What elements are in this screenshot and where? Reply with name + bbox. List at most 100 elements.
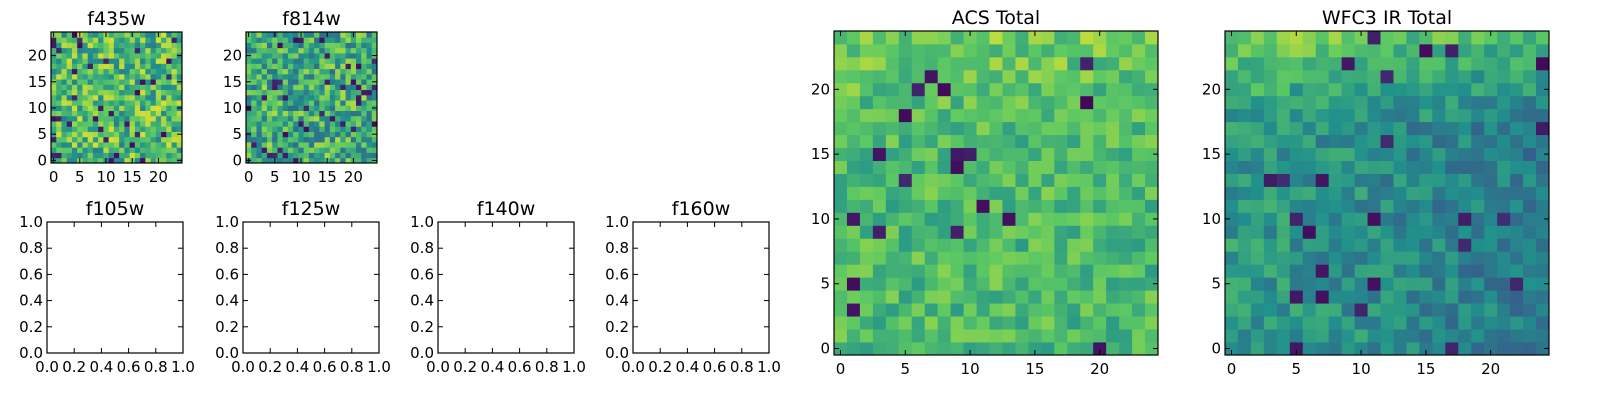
- heatmap-cell: [56, 89, 62, 96]
- heatmap-cell: [1080, 264, 1094, 278]
- heatmap-cell: [1067, 264, 1081, 278]
- heatmap-cell: [1315, 186, 1330, 200]
- heatmap-cell: [885, 316, 900, 330]
- heatmap-cell: [324, 136, 331, 143]
- heatmap-cell: [1393, 212, 1407, 226]
- heatmap-cell: [1432, 186, 1446, 200]
- heatmap-cell: [911, 108, 926, 123]
- heatmap-cell: [350, 68, 357, 75]
- heatmap-cell: [150, 63, 157, 70]
- heatmap-cell: [298, 73, 305, 80]
- heatmap-cell: [298, 94, 305, 101]
- heatmap-cell: [1406, 316, 1420, 330]
- heatmap-cell: [937, 212, 952, 226]
- heatmap-cell: [277, 32, 284, 38]
- heatmap-cell: [129, 68, 136, 75]
- heatmap-cell: [155, 131, 162, 138]
- heatmap-cell: [98, 94, 104, 101]
- heatmap-cell: [1276, 264, 1291, 278]
- heatmap-cell: [1002, 342, 1016, 356]
- heatmap-cell: [256, 100, 263, 106]
- heatmap-cell: [1471, 329, 1485, 343]
- heatmap-cell: [161, 105, 167, 111]
- heatmap-cell: [1302, 43, 1317, 58]
- heatmap-cell: [366, 84, 373, 91]
- heatmap-cell: [113, 63, 120, 70]
- heatmap-cell: [1328, 108, 1343, 123]
- heatmap-cell: [61, 89, 68, 96]
- heatmap-cell: [335, 142, 341, 148]
- heatmap-cell: [1093, 31, 1107, 45]
- heatmap-cell: [66, 121, 73, 127]
- y-tick-label: 0.4: [215, 292, 239, 310]
- heatmap-cell: [1367, 251, 1381, 265]
- heatmap-cell: [963, 212, 977, 226]
- heatmap-cell: [266, 52, 273, 59]
- heatmap-cell: [56, 121, 62, 127]
- heatmap-cell: [1484, 69, 1498, 84]
- heatmap-cell: [1276, 121, 1291, 136]
- heatmap-cell: [345, 100, 352, 106]
- heatmap-cell: [150, 105, 157, 111]
- heatmap-cell: [287, 42, 294, 49]
- heatmap-cell: [1289, 277, 1304, 291]
- heatmap-cell: [251, 157, 257, 164]
- heatmap-cell: [61, 68, 68, 75]
- heatmap-cell: [361, 131, 367, 138]
- y-tick-label: 0: [232, 151, 242, 169]
- heatmap-cell: [356, 121, 362, 127]
- heatmap-cell: [937, 290, 952, 304]
- heatmap-cell: [885, 108, 900, 123]
- heatmap-cell: [319, 58, 325, 64]
- heatmap-cell: [134, 147, 141, 153]
- heatmap-cell: [340, 131, 346, 138]
- heatmap-cell: [129, 152, 136, 159]
- heatmap-cell: [1471, 160, 1485, 174]
- heatmap-cell: [1328, 303, 1343, 317]
- heatmap-cell: [282, 68, 289, 75]
- heatmap-cell: [356, 47, 362, 54]
- heatmap-cell: [1445, 199, 1459, 213]
- heatmap-cell: [361, 79, 367, 85]
- heatmap-cell: [1406, 121, 1420, 136]
- heatmap-cell: [66, 37, 73, 43]
- heatmap-cell: [251, 136, 257, 143]
- heatmap-cell: [272, 121, 278, 127]
- heatmap-cell: [1132, 264, 1146, 278]
- heatmap-cell: [1419, 212, 1433, 226]
- heatmap-cell: [1536, 251, 1550, 265]
- heatmap-cell: [1054, 108, 1068, 123]
- axes-frame: [50, 31, 183, 164]
- heatmap-cell: [261, 89, 268, 96]
- heatmap-cell: [71, 37, 78, 43]
- heatmap-cell: [1523, 238, 1537, 252]
- heatmap-cell: [77, 136, 83, 143]
- heatmap-cell: [1289, 160, 1304, 174]
- heatmap-cell: [71, 32, 78, 38]
- heatmap-cell: [976, 95, 990, 110]
- heatmap-cell: [1002, 147, 1016, 161]
- heatmap-cell: [145, 157, 151, 164]
- heatmap-cell: [277, 84, 284, 91]
- axes-frame: [833, 30, 1159, 356]
- heatmap-cell: [287, 37, 294, 43]
- heatmap-cell: [911, 147, 926, 161]
- heatmap-cell: [335, 89, 341, 96]
- heatmap-cell: [371, 147, 378, 153]
- x-tick-label: 0.4: [675, 358, 699, 376]
- heatmap-cell: [1458, 173, 1472, 187]
- heatmap-cell: [1432, 199, 1446, 213]
- heatmap-cell: [1041, 56, 1055, 71]
- heatmap-cell: [282, 52, 289, 59]
- heatmap-cell: [140, 52, 146, 59]
- heatmap-cell: [1237, 31, 1252, 45]
- heatmap-cell: [329, 94, 336, 101]
- heatmap-cell: [1015, 147, 1029, 161]
- heatmap-cell: [924, 56, 939, 71]
- heatmap-cell: [176, 63, 183, 70]
- heatmap-cell: [1054, 342, 1068, 356]
- heatmap-cell: [1119, 277, 1133, 291]
- heatmap-cell: [155, 73, 162, 80]
- heatmap-cell: [1419, 134, 1433, 149]
- heatmap-cell: [1406, 238, 1420, 252]
